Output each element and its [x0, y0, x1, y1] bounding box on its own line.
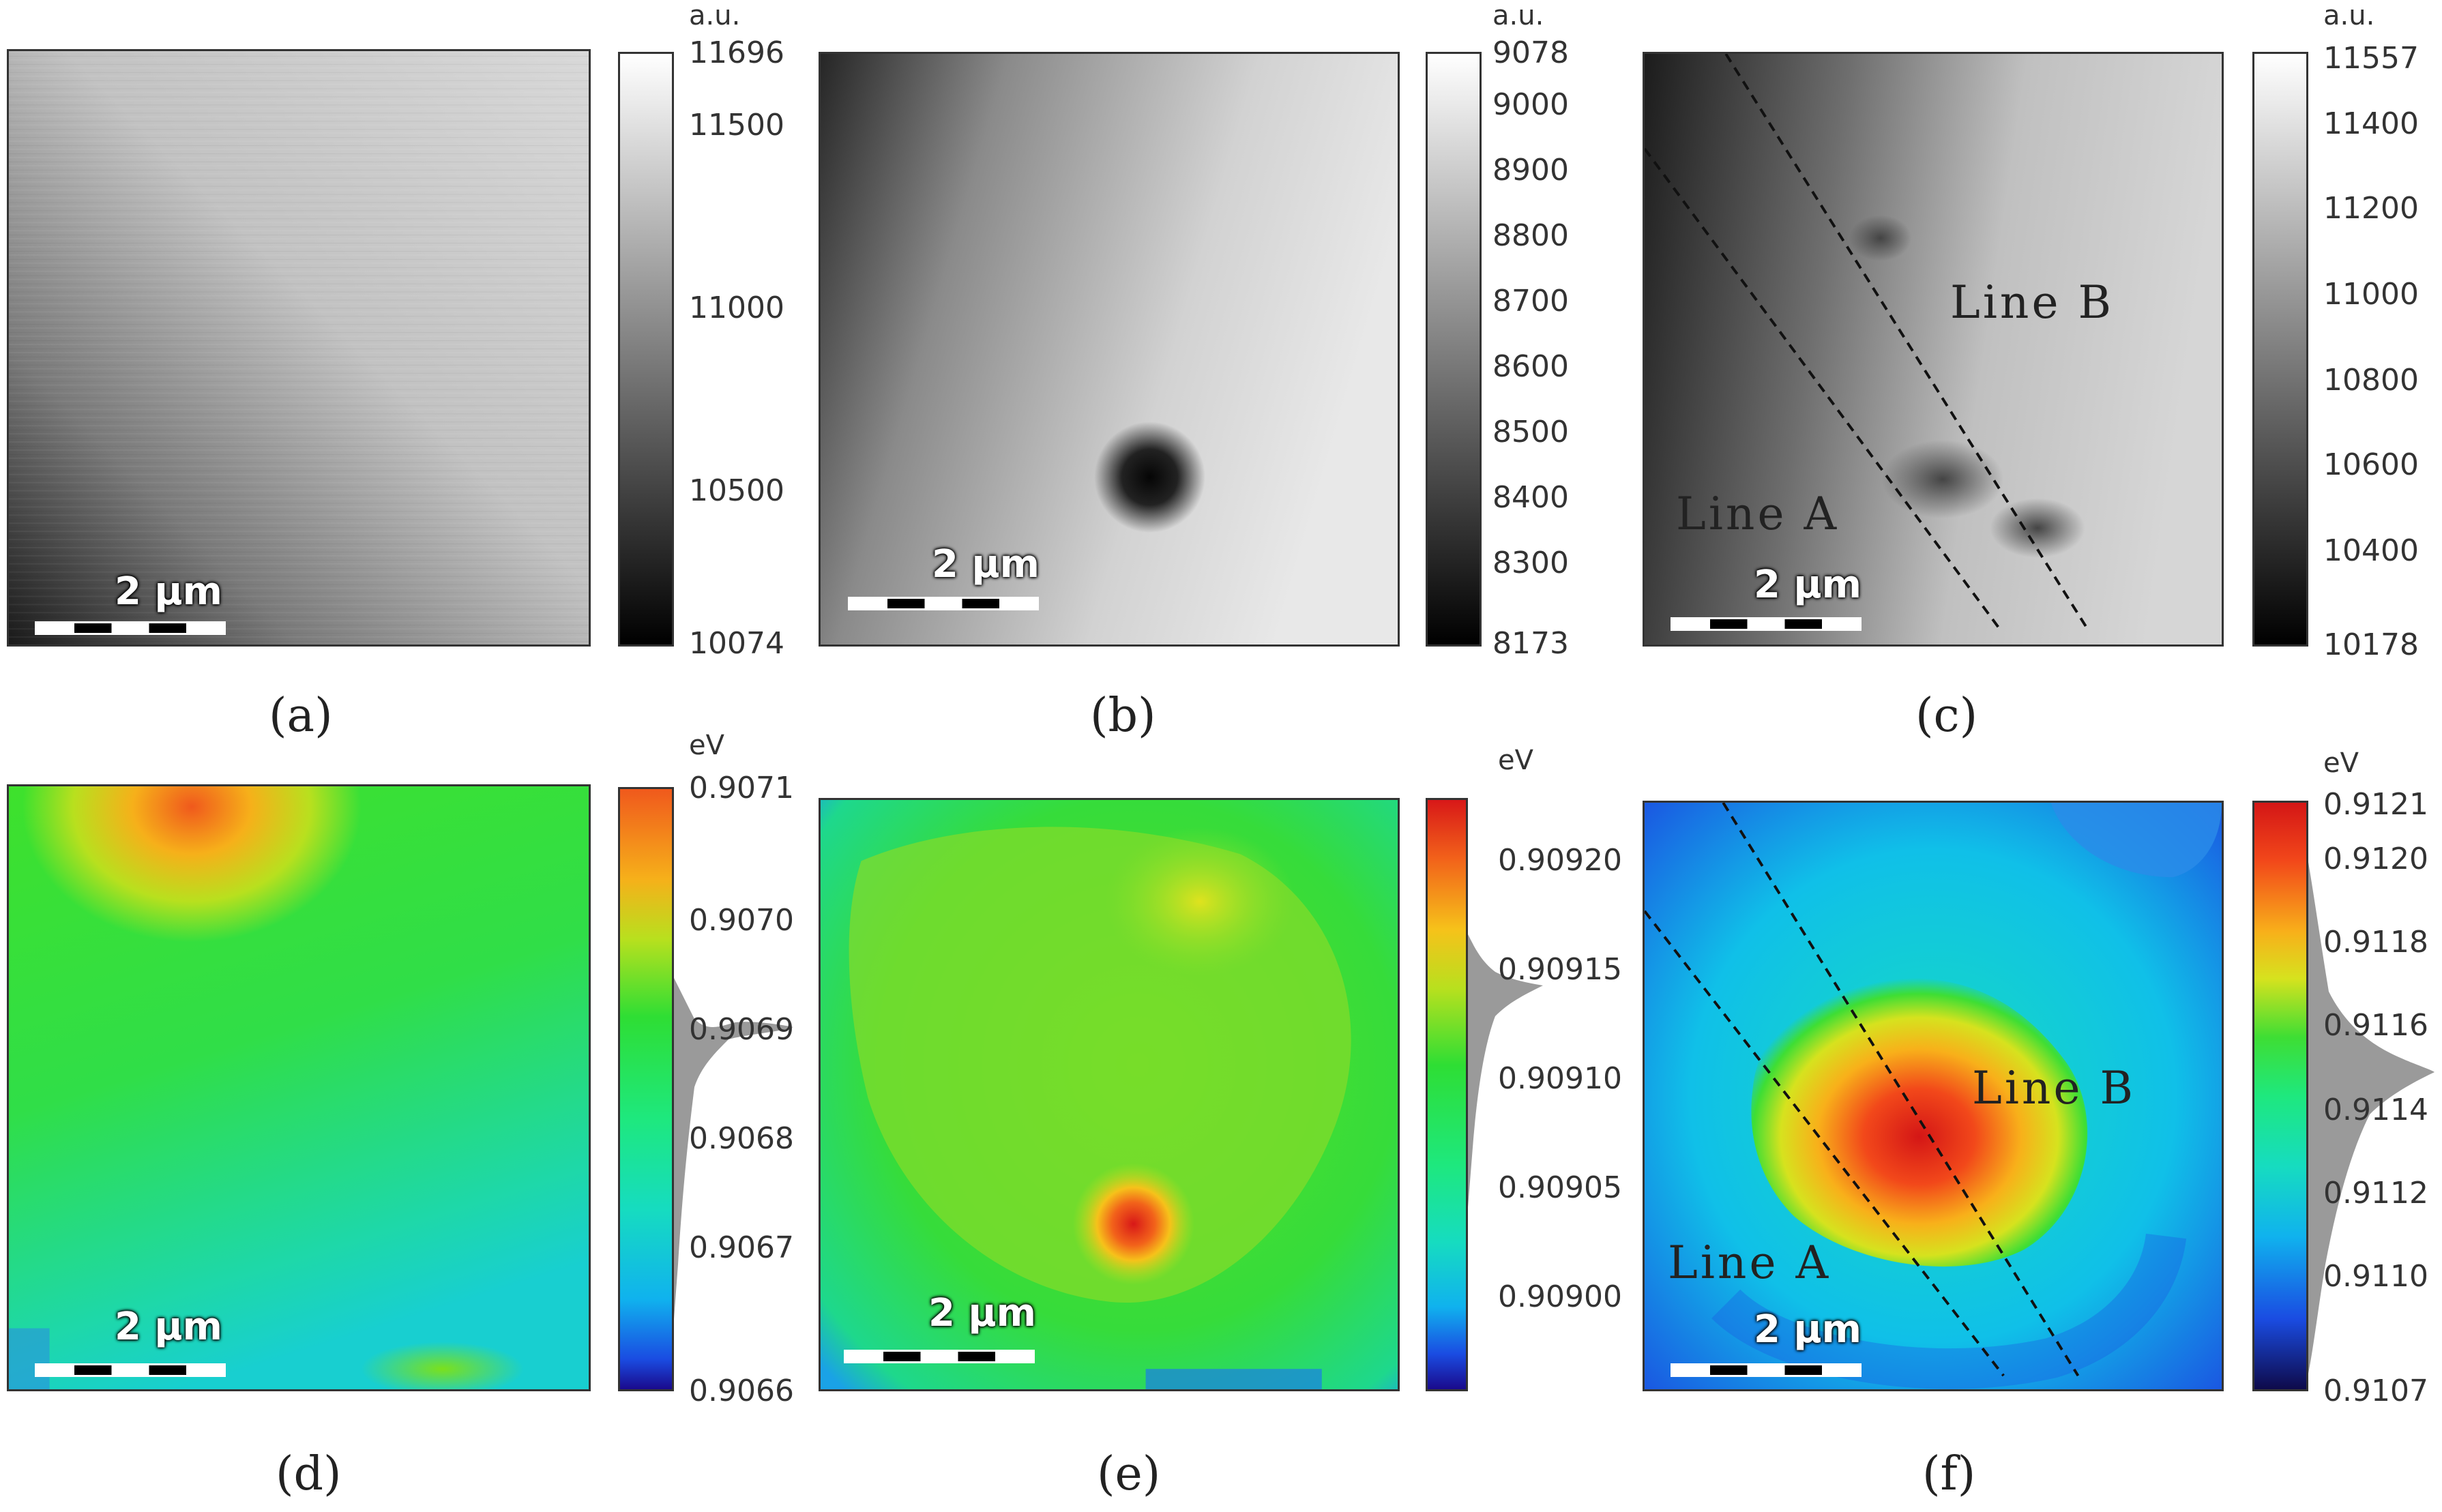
colorbar-tick-e: 0.90905 [1498, 1170, 1622, 1205]
colorbar-tick-a: 11696 [689, 35, 784, 70]
scalebar-label-b: 2 μm [932, 542, 1040, 587]
colorbar-tick-f: 0.9116 [2323, 1008, 2428, 1043]
histogram-e [1468, 934, 1543, 1207]
map-d: 2 μm [7, 784, 591, 1391]
colorbar-unit-e: eV [1498, 745, 1533, 776]
map-d-image [9, 786, 589, 1389]
colorbar-tick-d: 0.9071 [689, 771, 794, 805]
histogram-d [674, 978, 793, 1319]
caption-c: (c) [1915, 689, 1978, 743]
colorbar-tick-e: 0.90915 [1498, 952, 1622, 987]
scalebar-c [1671, 617, 1862, 631]
histogram-f [2308, 862, 2434, 1374]
colorbar-tick-b: 8500 [1492, 415, 1569, 449]
colorbar-tick-d: 0.9068 [689, 1121, 794, 1156]
caption-a: (a) [269, 689, 333, 743]
colorbar-tick-b: 8300 [1492, 546, 1569, 580]
map-f-image [1645, 803, 2222, 1389]
caption-f: (f) [1922, 1447, 1976, 1501]
colorbar-tick-c: 11000 [2323, 277, 2419, 312]
colorbar-tick-b: 8173 [1492, 626, 1569, 661]
colorbar-tick-b: 9078 [1492, 35, 1569, 70]
colorbar-tick-e: 0.90920 [1498, 843, 1622, 878]
caption-e: (e) [1097, 1447, 1161, 1501]
scalebar-label-e: 2 μm [928, 1291, 1037, 1335]
colorbar-tick-e: 0.90910 [1498, 1061, 1622, 1096]
caption-d: (d) [276, 1447, 342, 1501]
colorbar-tick-c: 10800 [2323, 363, 2419, 398]
map-c: Line B Line A 2 μm [1643, 52, 2224, 647]
map-e: 2 μm [819, 798, 1400, 1391]
colorbar-tick-c: 11200 [2323, 191, 2419, 226]
colorbar-tick-c: 10600 [2323, 447, 2419, 482]
colorbar-unit-f: eV [2323, 747, 2359, 779]
colorbar-tick-d: 0.9066 [689, 1374, 794, 1408]
colorbar-tick-a: 10074 [689, 626, 784, 661]
map-e-image [821, 800, 1398, 1389]
scalebar-d [35, 1363, 226, 1377]
colorbar-unit-a: a.u. [689, 0, 741, 31]
colorbar-tick-d: 0.9069 [689, 1012, 794, 1047]
colorbar-tick-c: 10178 [2323, 627, 2419, 662]
colorbar-tick-b: 8600 [1492, 349, 1569, 384]
scalebar-a [35, 621, 226, 635]
colorbar-tick-b: 8400 [1492, 480, 1569, 515]
caption-b: (b) [1090, 689, 1156, 743]
map-c-image [1645, 54, 2222, 644]
colorbar-unit-d: eV [689, 730, 724, 761]
scalebar-b [848, 597, 1039, 610]
scalebar-label-d: 2 μm [115, 1305, 223, 1349]
line-a-label: Line A [1676, 488, 1840, 540]
colorbar-tick-a: 10500 [689, 473, 784, 508]
colorbar-a [618, 52, 674, 647]
scalebar-e [844, 1350, 1035, 1363]
scalebar-label-f: 2 μm [1754, 1307, 1862, 1352]
map-b-image [821, 54, 1398, 644]
colorbar-tick-c: 11400 [2323, 106, 2419, 141]
line-a-path [1645, 910, 2005, 1377]
line-b-label: Line B [1972, 1062, 2136, 1114]
colorbar-tick-c: 11557 [2323, 41, 2419, 76]
colorbar-tick-b: 8800 [1492, 218, 1569, 253]
colorbar-tick-c: 10400 [2323, 533, 2419, 568]
line-a-label: Line A [1668, 1236, 1832, 1289]
colorbar-d [618, 787, 674, 1391]
colorbar-tick-f: 0.9112 [2323, 1176, 2428, 1211]
colorbar-f [2252, 801, 2308, 1391]
scalebar-f [1671, 1363, 1862, 1377]
colorbar-tick-b: 8700 [1492, 284, 1569, 318]
colorbar-unit-c: a.u. [2323, 0, 2375, 31]
colorbar-tick-f: 0.9110 [2323, 1259, 2428, 1294]
map-a: 2 μm [7, 49, 591, 647]
map-f: Line B Line A 2 μm [1643, 801, 2224, 1391]
map-a-image [9, 51, 589, 644]
line-b-path [1722, 803, 2080, 1377]
colorbar-tick-f: 0.9114 [2323, 1093, 2428, 1127]
colorbar-tick-d: 0.9070 [689, 903, 794, 938]
line-a-path [1645, 147, 1999, 628]
colorbar-tick-e: 0.90900 [1498, 1279, 1622, 1314]
scalebar-label-c: 2 μm [1754, 563, 1862, 607]
colorbar-tick-f: 0.9121 [2323, 787, 2428, 822]
colorbar-e [1426, 798, 1468, 1391]
colorbar-tick-b: 9000 [1492, 87, 1569, 122]
colorbar-c [2252, 52, 2308, 647]
scalebar-label-a: 2 μm [115, 569, 223, 614]
line-b-label: Line B [1950, 276, 2114, 329]
colorbar-unit-b: a.u. [1492, 0, 1544, 31]
colorbar-tick-f: 0.9118 [2323, 925, 2428, 960]
colorbar-tick-f: 0.9107 [2323, 1374, 2428, 1408]
colorbar-tick-f: 0.9120 [2323, 842, 2428, 876]
colorbar-tick-d: 0.9067 [689, 1230, 794, 1265]
colorbar-tick-a: 11000 [689, 291, 784, 325]
map-b: 2 μm [819, 52, 1400, 647]
colorbar-tick-b: 8900 [1492, 153, 1569, 188]
colorbar-tick-a: 11500 [689, 108, 784, 143]
colorbar-b [1426, 52, 1482, 647]
